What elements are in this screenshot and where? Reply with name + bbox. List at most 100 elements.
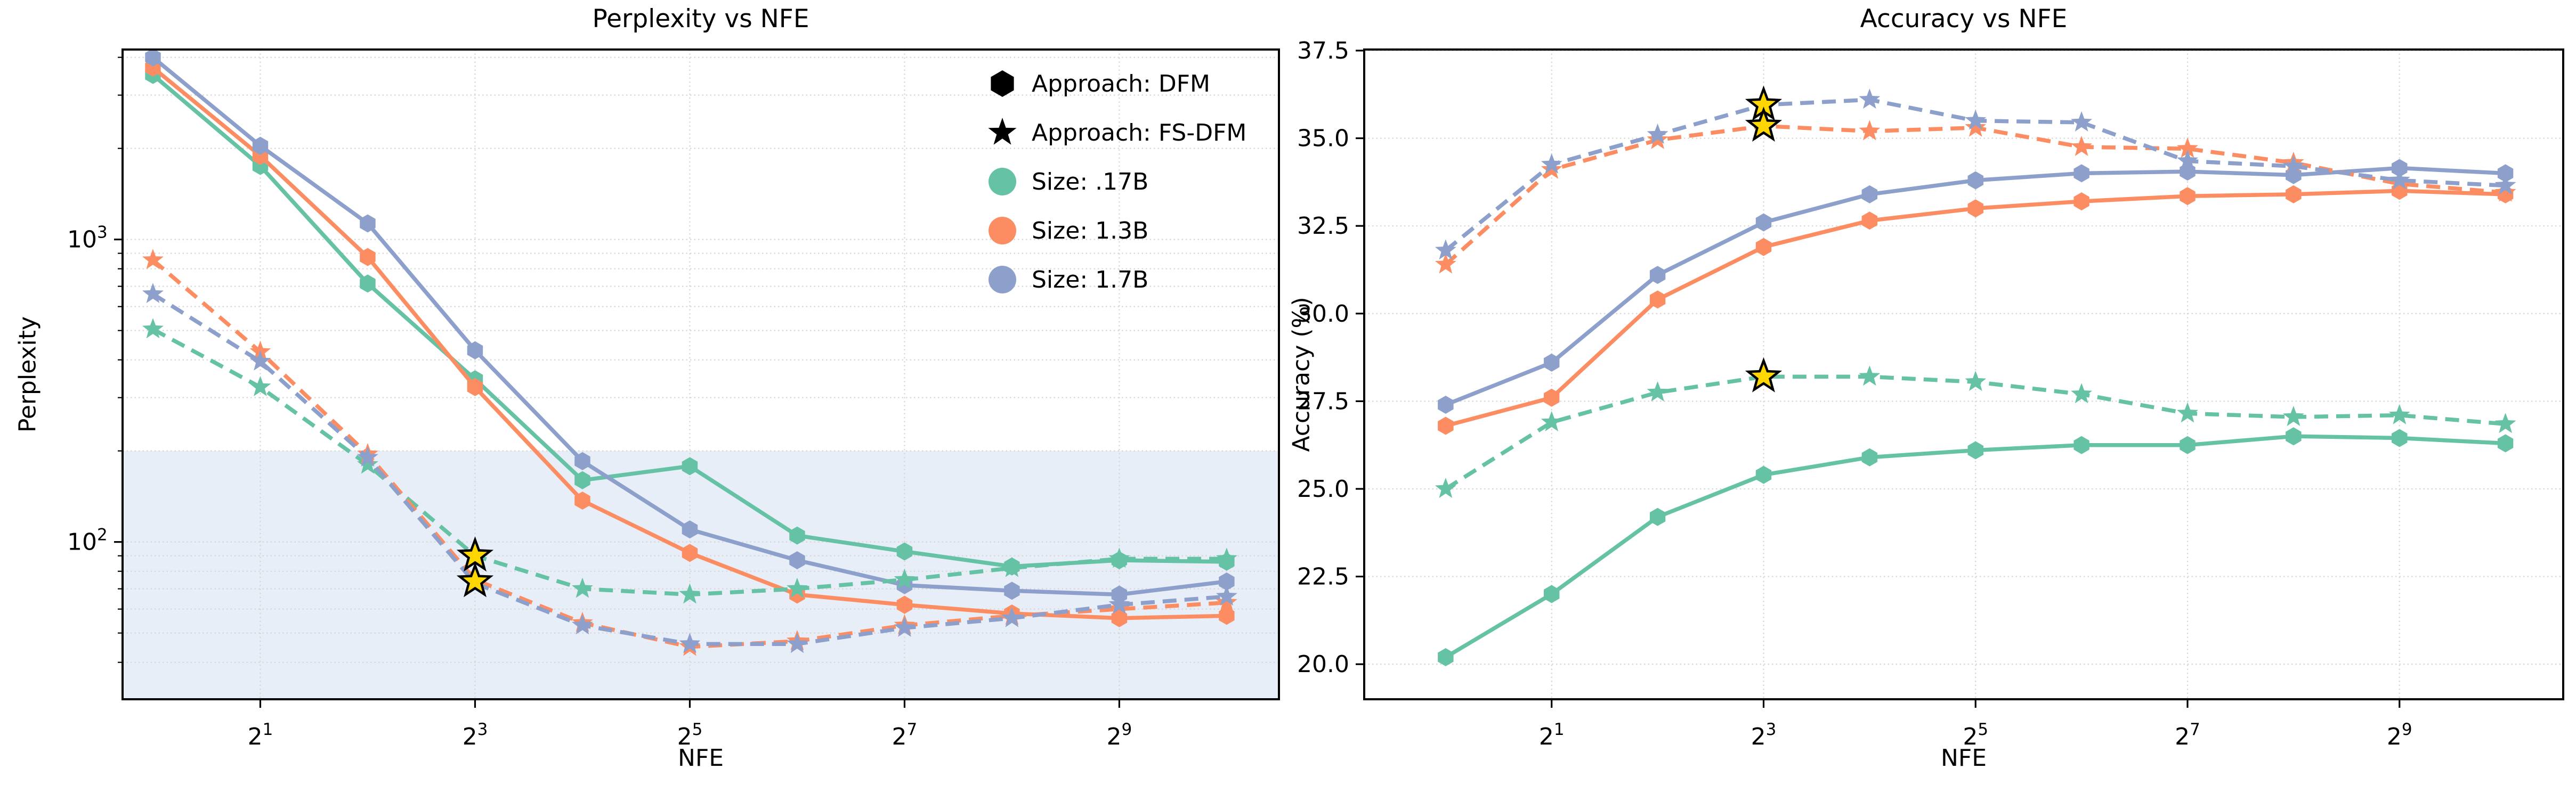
star-marker — [1965, 371, 1987, 391]
star-marker — [787, 577, 808, 598]
x-tick-label: 27 — [2175, 720, 2200, 750]
hexagon-marker — [574, 471, 590, 489]
hexagon-marker — [1861, 448, 1878, 467]
star-marker — [2494, 181, 2516, 202]
y-tick-label: 103 — [67, 223, 108, 254]
star-marker — [2071, 383, 2093, 404]
hexagon-marker — [467, 378, 483, 396]
y-tick-label: 30.0 — [1297, 300, 1349, 328]
star-marker — [1001, 557, 1023, 577]
hexagon-marker — [2073, 436, 2089, 454]
hexagon-marker — [1649, 266, 1666, 284]
legend-item-size-017b: Size: .17B — [987, 157, 1148, 206]
hexagon-marker — [574, 492, 590, 510]
star-marker — [1647, 124, 1668, 144]
right-chart-title: Accuracy vs NFE — [1860, 4, 2068, 34]
subplot-0: 21 23 25 27 29 102 103 — [67, 48, 1280, 750]
hexagon-marker — [2497, 434, 2514, 453]
star-marker — [1965, 116, 1987, 137]
hexagon-marker — [2392, 159, 2408, 177]
hexagon-marker — [360, 214, 376, 233]
star-marker — [2071, 111, 2093, 132]
axes-frame — [121, 48, 1280, 700]
hexagon-marker — [1649, 508, 1666, 526]
hexagon-marker — [574, 452, 590, 470]
hexagon-marker — [360, 274, 376, 293]
hexagon-marker — [1004, 582, 1020, 600]
y-tick-label: 27.5 — [1297, 388, 1349, 415]
hexagon-marker — [1755, 465, 1772, 484]
hexagon-marker — [682, 544, 698, 562]
star-marker — [1647, 381, 1668, 402]
hexagon-marker — [1861, 211, 1878, 230]
legend-item-size-17b: Size: 1.7B — [987, 255, 1148, 304]
right-x-axis-label: NFE — [1940, 745, 1987, 772]
hexagon-marker — [252, 136, 269, 155]
legend-item-label: Size: .17B — [1032, 168, 1149, 195]
star-marker — [1216, 591, 1237, 612]
hexagon-marker — [682, 457, 698, 476]
star-marker — [894, 568, 916, 589]
hexagon-marker — [1649, 290, 1666, 309]
gridlines — [1364, 50, 2563, 699]
hexagon-marker — [789, 526, 805, 545]
circle-icon — [989, 266, 1016, 293]
star-marker — [1435, 478, 1456, 498]
legend-item-approach-fs-dfm: Approach: FS-DFM — [987, 108, 1246, 157]
hexagon-marker — [896, 542, 913, 561]
legend-item-label: Approach: FS-DFM — [1032, 119, 1247, 146]
star-marker — [1859, 88, 1881, 109]
y-tick-label: 35.0 — [1297, 125, 1349, 152]
star-marker — [1859, 120, 1881, 141]
y-tick-label: 25.0 — [1297, 476, 1349, 503]
circle-icon — [989, 217, 1016, 244]
star-marker — [1435, 239, 1456, 260]
star-marker — [1541, 411, 1562, 431]
star-marker — [1108, 547, 1130, 568]
hexagon-marker — [2073, 164, 2089, 183]
star-marker — [787, 633, 808, 653]
star-icon — [988, 118, 1017, 145]
hexagon-marker — [2073, 192, 2089, 211]
hexagon-marker — [1967, 171, 1983, 190]
star-marker — [142, 249, 164, 269]
x-tick-label: 25 — [677, 720, 703, 750]
legend-item-size-13b: Size: 1.3B — [987, 206, 1148, 255]
star-marker — [679, 583, 701, 604]
series-dfm-1.7b — [1438, 159, 2514, 414]
hexagon-icon — [991, 70, 1014, 97]
x-tick-label: 23 — [463, 720, 488, 750]
hexagon-marker — [789, 551, 805, 569]
axes-frame — [1363, 48, 2564, 700]
hexagon-marker — [467, 341, 483, 359]
hexagon-marker — [1755, 213, 1772, 232]
star-marker — [1001, 607, 1023, 627]
star-marker — [2494, 413, 2516, 434]
star-marker — [357, 446, 378, 467]
star-marker — [142, 283, 164, 304]
hexagon-marker — [2286, 185, 2302, 203]
tick-labels: 21 23 25 27 29 102 103 — [67, 223, 1132, 750]
legend-item-label: Approach: DFM — [1032, 70, 1211, 97]
y-tick-label: 22.5 — [1297, 563, 1349, 591]
gridlines — [123, 50, 1279, 699]
hexagon-marker — [2392, 429, 2408, 447]
y-tick-label: 37.5 — [1297, 37, 1349, 64]
star-marker — [2494, 174, 2516, 195]
star-marker — [2282, 406, 2304, 426]
x-tick-label: 21 — [1539, 720, 1565, 750]
star-marker — [1541, 153, 1562, 174]
hexagon-marker — [1755, 238, 1772, 256]
y-tick-label: 20.0 — [1297, 651, 1349, 678]
hexagon-marker — [1438, 416, 1454, 435]
x-tick-label: 21 — [248, 720, 273, 750]
right-y-axis-label: Accuracy (%) — [1287, 297, 1315, 452]
star-marker — [894, 617, 916, 637]
hexagon-marker — [2286, 427, 2302, 446]
star-marker — [572, 577, 593, 598]
star-marker — [2282, 155, 2304, 176]
ticks — [1356, 50, 2401, 708]
star-marker — [2177, 150, 2198, 170]
star-marker — [1216, 547, 1237, 568]
